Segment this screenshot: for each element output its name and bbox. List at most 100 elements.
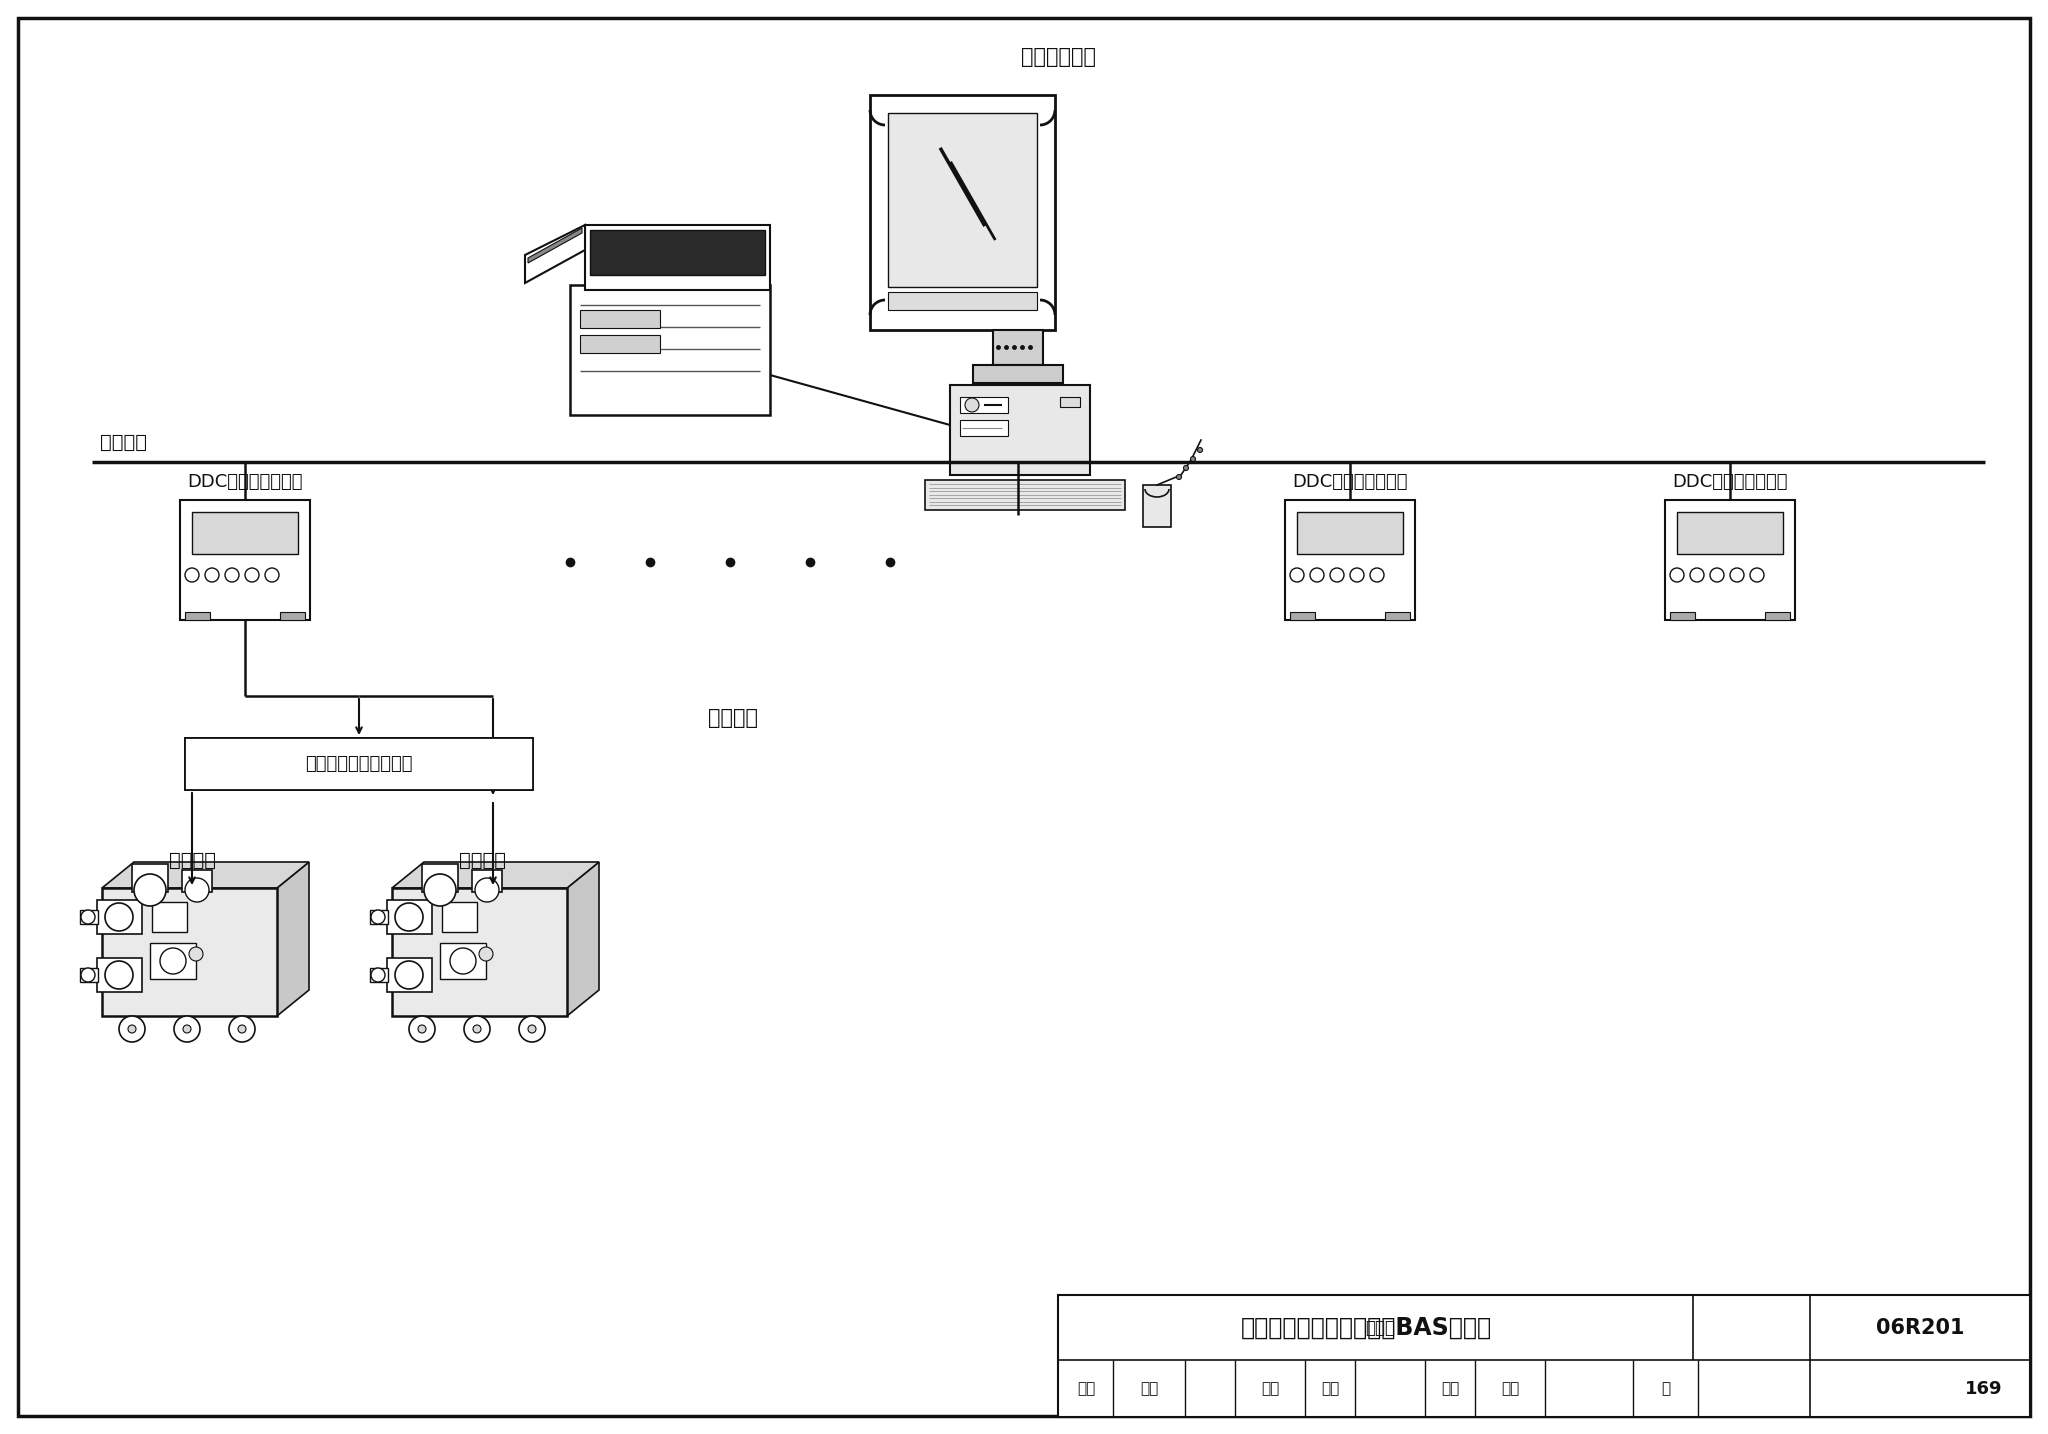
Polygon shape bbox=[567, 862, 598, 1017]
Bar bbox=[150, 944, 197, 979]
Text: 接就地检测及控制装置: 接就地检测及控制装置 bbox=[305, 754, 414, 773]
Circle shape bbox=[1370, 568, 1384, 582]
Text: 审核: 审核 bbox=[1077, 1381, 1096, 1397]
Circle shape bbox=[184, 568, 199, 582]
Polygon shape bbox=[524, 225, 586, 282]
Bar bbox=[442, 902, 477, 932]
Circle shape bbox=[1350, 568, 1364, 582]
Text: 169: 169 bbox=[1966, 1380, 2003, 1398]
Circle shape bbox=[246, 568, 258, 582]
Bar bbox=[889, 293, 1036, 310]
Text: 通讯总线: 通讯总线 bbox=[100, 433, 147, 452]
Bar bbox=[371, 968, 387, 982]
Bar bbox=[1290, 612, 1315, 619]
Circle shape bbox=[119, 1017, 145, 1043]
Bar bbox=[580, 336, 659, 353]
Circle shape bbox=[182, 1025, 190, 1032]
Circle shape bbox=[104, 961, 133, 989]
Bar bbox=[193, 512, 299, 554]
Circle shape bbox=[371, 968, 385, 982]
Text: DDC直接数字控制器: DDC直接数字控制器 bbox=[1673, 473, 1788, 490]
Circle shape bbox=[1329, 568, 1343, 582]
Bar bbox=[96, 958, 141, 992]
Circle shape bbox=[1198, 447, 1202, 453]
Bar bbox=[569, 285, 770, 414]
Bar bbox=[1061, 397, 1079, 407]
Circle shape bbox=[395, 961, 424, 989]
Circle shape bbox=[104, 903, 133, 931]
Circle shape bbox=[1731, 568, 1745, 582]
Circle shape bbox=[188, 946, 203, 961]
Bar bbox=[391, 888, 567, 1017]
Text: 设计: 设计 bbox=[1442, 1381, 1458, 1397]
Circle shape bbox=[82, 911, 94, 923]
Text: 接就地检测及控制装置: 接就地检测及控制装置 bbox=[305, 754, 414, 773]
Circle shape bbox=[225, 568, 240, 582]
Bar bbox=[180, 500, 309, 619]
Text: 左锦: 左锦 bbox=[1141, 1381, 1157, 1397]
Bar bbox=[961, 397, 1008, 413]
Circle shape bbox=[1690, 568, 1704, 582]
Bar bbox=[590, 229, 766, 275]
Text: DDC直接数字控制器: DDC直接数字控制器 bbox=[186, 473, 303, 490]
Circle shape bbox=[528, 1025, 537, 1032]
Bar bbox=[152, 902, 186, 932]
Bar bbox=[387, 901, 432, 934]
Circle shape bbox=[473, 1025, 481, 1032]
Circle shape bbox=[395, 903, 424, 931]
Bar bbox=[950, 384, 1090, 475]
Bar bbox=[440, 944, 485, 979]
Circle shape bbox=[1669, 568, 1683, 582]
Circle shape bbox=[184, 878, 209, 902]
Bar bbox=[961, 420, 1008, 436]
Bar bbox=[184, 739, 532, 790]
Bar bbox=[1677, 512, 1784, 554]
Bar bbox=[131, 865, 168, 892]
Bar bbox=[80, 968, 98, 982]
Circle shape bbox=[264, 568, 279, 582]
Text: 王健: 王健 bbox=[1501, 1381, 1520, 1397]
Bar bbox=[182, 870, 213, 892]
Bar bbox=[1384, 612, 1409, 619]
Bar bbox=[1059, 1295, 2030, 1417]
Text: 直燃机房: 直燃机房 bbox=[709, 708, 758, 728]
Circle shape bbox=[475, 878, 500, 902]
Circle shape bbox=[1290, 568, 1305, 582]
Text: 图集号: 图集号 bbox=[1366, 1319, 1395, 1336]
Bar bbox=[1284, 500, 1415, 619]
Bar bbox=[926, 480, 1124, 511]
Bar bbox=[870, 95, 1055, 330]
Circle shape bbox=[518, 1017, 545, 1043]
Bar bbox=[80, 911, 98, 923]
Circle shape bbox=[174, 1017, 201, 1043]
Circle shape bbox=[127, 1025, 135, 1032]
Bar bbox=[471, 870, 502, 892]
Bar bbox=[371, 911, 387, 923]
Circle shape bbox=[410, 1017, 434, 1043]
Circle shape bbox=[133, 873, 166, 906]
Circle shape bbox=[1176, 475, 1182, 479]
Bar bbox=[281, 612, 305, 619]
Bar bbox=[1665, 500, 1794, 619]
Bar bbox=[184, 739, 532, 790]
Text: 直燃机组: 直燃机组 bbox=[459, 850, 506, 869]
Bar bbox=[1765, 612, 1790, 619]
Polygon shape bbox=[102, 862, 309, 888]
Circle shape bbox=[229, 1017, 256, 1043]
Circle shape bbox=[1710, 568, 1724, 582]
Text: 朱江: 朱江 bbox=[1321, 1381, 1339, 1397]
Bar bbox=[1296, 512, 1403, 554]
Bar bbox=[586, 225, 770, 290]
Circle shape bbox=[238, 1025, 246, 1032]
Bar bbox=[96, 901, 141, 934]
Polygon shape bbox=[528, 228, 582, 262]
Bar bbox=[1143, 485, 1171, 528]
Circle shape bbox=[82, 968, 94, 982]
Circle shape bbox=[1190, 456, 1196, 462]
Bar bbox=[993, 330, 1042, 366]
Circle shape bbox=[424, 873, 457, 906]
Bar bbox=[102, 888, 276, 1017]
Text: 页: 页 bbox=[1661, 1381, 1671, 1397]
Bar bbox=[1669, 612, 1696, 619]
Bar bbox=[580, 310, 659, 328]
